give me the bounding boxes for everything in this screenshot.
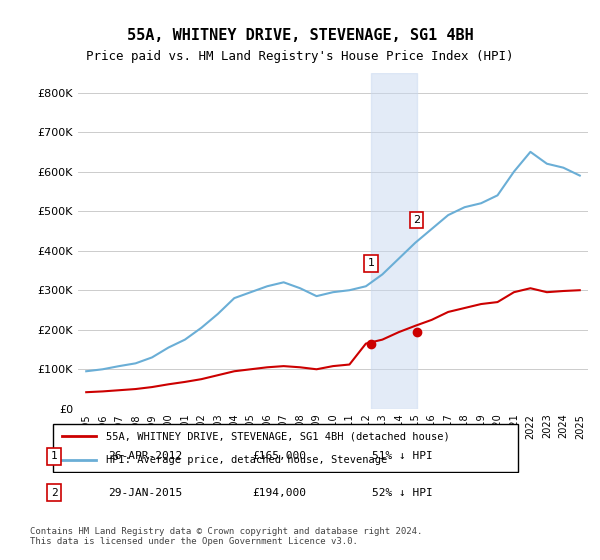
Text: 2: 2 [50,488,58,498]
Text: 55A, WHITNEY DRIVE, STEVENAGE, SG1 4BH: 55A, WHITNEY DRIVE, STEVENAGE, SG1 4BH [127,28,473,43]
Text: 55A, WHITNEY DRIVE, STEVENAGE, SG1 4BH (detached house): 55A, WHITNEY DRIVE, STEVENAGE, SG1 4BH (… [106,431,449,441]
Text: Contains HM Land Registry data © Crown copyright and database right 2024.
This d: Contains HM Land Registry data © Crown c… [30,526,422,546]
FancyBboxPatch shape [53,424,518,472]
Text: HPI: Average price, detached house, Stevenage: HPI: Average price, detached house, Stev… [106,455,387,465]
Text: 29-JAN-2015: 29-JAN-2015 [108,488,182,498]
Text: £165,000: £165,000 [252,451,306,461]
Text: 1: 1 [50,451,58,461]
Text: 26-APR-2012: 26-APR-2012 [108,451,182,461]
Text: Price paid vs. HM Land Registry's House Price Index (HPI): Price paid vs. HM Land Registry's House … [86,50,514,63]
Text: 51% ↓ HPI: 51% ↓ HPI [372,451,433,461]
Text: 52% ↓ HPI: 52% ↓ HPI [372,488,433,498]
Text: 1: 1 [368,259,374,268]
Text: £194,000: £194,000 [252,488,306,498]
Text: 2: 2 [413,215,420,225]
Bar [371,73,416,409]
